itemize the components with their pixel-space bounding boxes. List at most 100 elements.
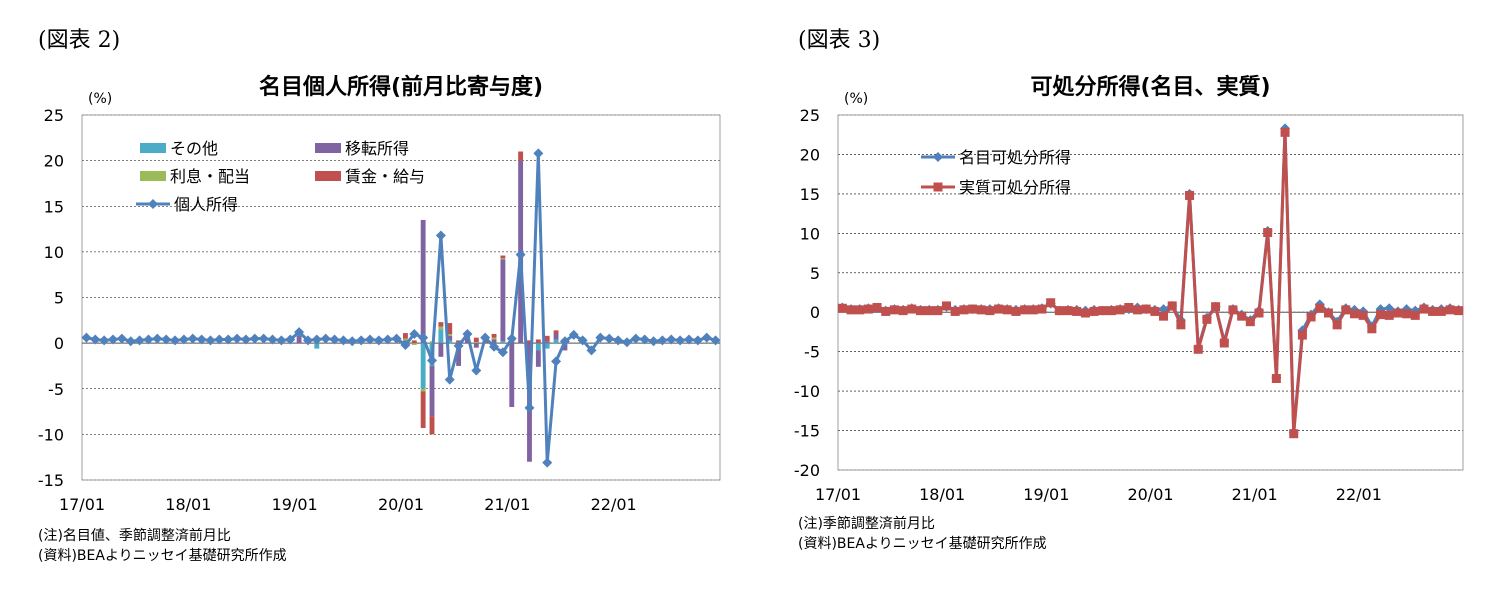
legend-label: 名目可処分所得 [959, 148, 1071, 167]
data-point [99, 335, 110, 346]
bar-other [535, 343, 541, 351]
data-point [872, 302, 882, 312]
bar-interest [473, 342, 479, 344]
data-point [1011, 306, 1021, 316]
data-point [1167, 301, 1177, 311]
y-tick-label: 5 [810, 264, 820, 283]
note-text: (注)名目値、季節調整済前月比 [38, 528, 231, 544]
legend-label: 個人所得 [174, 195, 238, 214]
data-point [1132, 305, 1142, 315]
legend-swatch [140, 171, 166, 181]
data-point [1280, 127, 1290, 137]
unit-label: (%) [844, 91, 868, 107]
bar-interest [438, 326, 444, 330]
data-point [489, 341, 500, 352]
legend-label: 実質可処分所得 [959, 178, 1071, 197]
bar-wage [429, 416, 435, 435]
data-point [1289, 429, 1299, 439]
data-point [134, 335, 145, 346]
bar-wage [553, 330, 559, 334]
x-tick-label: 17/01 [815, 485, 861, 504]
data-point [329, 334, 340, 345]
data-point [863, 304, 873, 314]
data-point [1410, 310, 1420, 320]
data-point [1367, 324, 1377, 334]
source-text: (資料)BEAよりニッセイ基礎研究所作成 [38, 548, 287, 564]
data-point [985, 306, 995, 316]
y-tick-label: 15 [44, 197, 64, 216]
data-point [1072, 306, 1082, 316]
data-point [1037, 304, 1047, 314]
data-point [1063, 306, 1073, 316]
data-point [683, 334, 694, 345]
data-point [205, 335, 216, 346]
bar-interest [402, 338, 408, 341]
data-point [1228, 305, 1238, 315]
bar-interest [411, 343, 417, 345]
data-point [1445, 305, 1455, 315]
data-point [148, 199, 158, 209]
bar-transfer [465, 337, 470, 344]
x-tick-label: 20/01 [378, 495, 424, 514]
notes-panel-3: (注)季節調整済前月比 (資料)BEAよりニッセイ基礎研究所作成 [798, 514, 1047, 554]
data-point [1384, 310, 1394, 320]
y-tick-label: -10 [794, 382, 820, 401]
data-point [1020, 305, 1030, 315]
data-point [418, 332, 429, 343]
data-point [249, 333, 260, 344]
data-point [497, 347, 508, 358]
legend-label: 利息・配当 [170, 167, 250, 186]
data-point [675, 335, 686, 346]
data-point [338, 335, 349, 346]
data-point [214, 334, 225, 345]
data-point [196, 334, 207, 345]
figure-label-2: (図表 2) [38, 28, 121, 53]
data-point [1219, 338, 1229, 348]
data-point [551, 356, 562, 367]
data-point [855, 305, 865, 315]
data-point [1002, 305, 1012, 315]
data-point [1419, 304, 1429, 314]
data-point [837, 303, 847, 313]
data-point [533, 148, 544, 159]
data-point [976, 305, 986, 315]
y-tick-label: 0 [810, 303, 820, 322]
bar-other [314, 343, 320, 349]
data-point [453, 340, 464, 351]
data-point [907, 304, 917, 314]
bar-wage [402, 333, 408, 339]
y-tick-label: -20 [794, 461, 820, 480]
bar-other [438, 329, 444, 344]
data-point [1245, 317, 1255, 327]
data-point [294, 327, 305, 338]
x-tick-label: 22/01 [1336, 485, 1382, 504]
bar-wage [447, 323, 453, 334]
chart-title: 可処分所得(名目、実質) [1030, 74, 1270, 100]
data-point [285, 334, 296, 345]
y-tick-label: -15 [38, 471, 64, 490]
data-point [898, 306, 908, 316]
data-point [950, 306, 960, 316]
bar-wage [473, 337, 479, 343]
unit-label: (%) [88, 91, 112, 107]
bar-other [500, 341, 506, 344]
data-point [480, 332, 491, 343]
data-point [577, 335, 588, 346]
bar-transfer [429, 365, 435, 417]
legend-label: その他 [170, 139, 218, 158]
chart-disposable-income: 可処分所得(名目、実質) (%) 25 20 15 10 5 0 -5 -10 -15 -20 17/0… [794, 74, 1464, 504]
data-point [232, 333, 243, 344]
notes-panel-2: (注)名目値、季節調整済前月比 (資料)BEAよりニッセイ基礎研究所作成 [38, 526, 287, 566]
data-point [639, 334, 650, 345]
data-point [559, 336, 570, 347]
data-point [1176, 320, 1186, 330]
data-point [1263, 228, 1273, 238]
data-point [1376, 310, 1386, 320]
bar-transfer [553, 334, 559, 340]
bar-transfer [473, 343, 479, 348]
data-point [178, 334, 189, 345]
figure-label-3: (図表 3) [798, 28, 881, 53]
data-point [462, 329, 473, 339]
data-point [515, 249, 526, 260]
data-point [621, 337, 632, 348]
